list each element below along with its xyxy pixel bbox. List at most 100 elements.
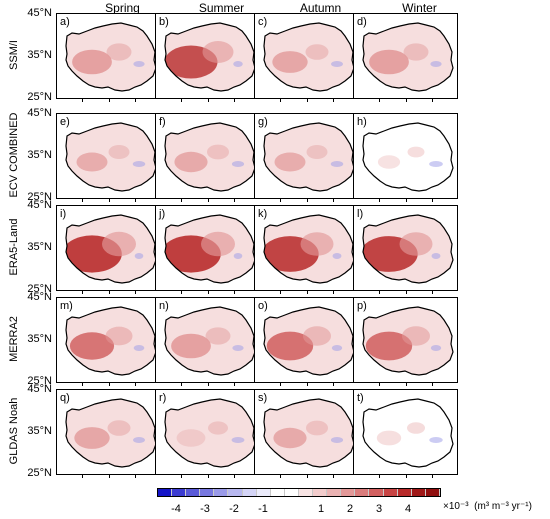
lat-label: 25°N bbox=[27, 467, 52, 479]
panel-label: i) bbox=[60, 208, 67, 220]
map-panel-merra2-summer: n) bbox=[155, 297, 260, 383]
axis-tick bbox=[108, 475, 110, 478]
panel-label: c) bbox=[258, 16, 268, 28]
plateau-map bbox=[263, 306, 355, 376]
plateau-outline bbox=[65, 398, 157, 468]
plateau-outline bbox=[65, 122, 157, 192]
colorbar-segment bbox=[298, 489, 314, 496]
map-panel-era5-land-winter: l) bbox=[353, 205, 458, 291]
panel-label: o) bbox=[258, 300, 268, 312]
axis-tick bbox=[134, 383, 136, 386]
colorbar-segment bbox=[242, 489, 257, 496]
panel-label: k) bbox=[258, 208, 268, 220]
colorbar-tick-label: -4 bbox=[171, 503, 181, 515]
map-panel-ssm-i-spring: a) bbox=[56, 13, 161, 99]
panel-label: h) bbox=[357, 116, 367, 128]
axis-tick bbox=[306, 475, 308, 478]
axis-tick bbox=[280, 383, 282, 386]
map-panel-gldas-noah-spring: q) bbox=[56, 389, 161, 475]
colorbar-tick-label: 2 bbox=[346, 503, 354, 515]
colorbar-segment bbox=[284, 489, 299, 496]
colorbar-segment bbox=[369, 489, 384, 496]
colorbar-segment bbox=[411, 489, 426, 496]
season-header-autumn: Autumn bbox=[299, 1, 342, 15]
colorbar-segment bbox=[313, 489, 328, 496]
axis-tick bbox=[82, 475, 84, 478]
axis-tick bbox=[108, 199, 110, 202]
map-panel-ssm-i-autumn: c) bbox=[254, 13, 359, 99]
map-panel-ecv-combined-winter: h) bbox=[353, 113, 458, 199]
axis-tick bbox=[306, 99, 308, 102]
plateau-map bbox=[263, 122, 355, 192]
colorbar-segment bbox=[397, 489, 412, 496]
axis-tick bbox=[207, 291, 209, 294]
axis-tick bbox=[181, 475, 183, 478]
axis-tick bbox=[332, 475, 334, 478]
plateau-map bbox=[263, 398, 355, 468]
colorbar bbox=[157, 488, 441, 497]
axis-tick bbox=[379, 99, 381, 102]
map-panel-gldas-noah-summer: r) bbox=[155, 389, 260, 475]
axis-tick bbox=[306, 383, 308, 386]
colorbar-segment bbox=[383, 489, 398, 496]
axis-tick bbox=[431, 99, 433, 102]
axis-tick bbox=[82, 199, 84, 202]
colorbar-tick-label: 3 bbox=[375, 503, 383, 515]
panel-label: q) bbox=[60, 392, 70, 404]
plateau-map bbox=[362, 122, 454, 192]
map-panel-merra2-autumn: o) bbox=[254, 297, 359, 383]
panel-label: m) bbox=[60, 300, 73, 312]
plateau-outline bbox=[263, 214, 355, 284]
colorbar-segment bbox=[327, 489, 342, 496]
axis-tick bbox=[134, 291, 136, 294]
axis-tick bbox=[207, 383, 209, 386]
axis-tick bbox=[405, 383, 407, 386]
axis-tick bbox=[379, 475, 381, 478]
colorbar-segment bbox=[270, 489, 285, 496]
map-panel-ecv-combined-spring: e) bbox=[56, 113, 161, 199]
axis-tick bbox=[181, 291, 183, 294]
plateau-map bbox=[164, 306, 256, 376]
plateau-map bbox=[164, 214, 256, 284]
colorbar-tick-label: -2 bbox=[229, 503, 239, 515]
plateau-outline bbox=[65, 306, 157, 376]
axis-tick bbox=[233, 475, 235, 478]
map-panel-ssm-i-summer: b) bbox=[155, 13, 260, 99]
colorbar-scale-label: ×10⁻³ (m³ m⁻³ yr⁻¹) bbox=[443, 501, 532, 512]
plateau-outline bbox=[263, 122, 355, 192]
map-panel-ssm-i-winter: d) bbox=[353, 13, 458, 99]
lat-label: 25°N bbox=[27, 191, 52, 203]
lat-label: 45°N bbox=[27, 107, 52, 119]
axis-tick bbox=[431, 383, 433, 386]
colorbar-segment bbox=[172, 489, 187, 496]
colorbar-tick-label: 4 bbox=[404, 503, 412, 515]
axis-tick bbox=[280, 291, 282, 294]
plateau-map bbox=[65, 306, 157, 376]
axis-tick bbox=[207, 475, 209, 478]
panel-label: l) bbox=[357, 208, 364, 220]
colorbar-segment bbox=[158, 489, 173, 496]
plateau-outline bbox=[65, 214, 157, 284]
plateau-outline bbox=[164, 122, 256, 192]
panel-label: a) bbox=[60, 16, 70, 28]
axis-tick bbox=[134, 475, 136, 478]
plateau-outline bbox=[362, 214, 454, 284]
colorbar-segment bbox=[214, 489, 229, 496]
colorbar-tick-label: -1 bbox=[258, 503, 268, 515]
axis-tick bbox=[306, 291, 308, 294]
lat-label: 45°N bbox=[27, 383, 52, 395]
plateau-outline bbox=[65, 22, 157, 92]
axis-tick bbox=[181, 383, 183, 386]
axis-tick bbox=[306, 199, 308, 202]
colorbar-segment bbox=[228, 489, 243, 496]
lat-label: 35°N bbox=[27, 425, 52, 437]
axis-tick bbox=[431, 475, 433, 478]
plateau-outline bbox=[263, 306, 355, 376]
axis-tick bbox=[207, 99, 209, 102]
lat-label: 45°N bbox=[27, 7, 52, 19]
plateau-outline bbox=[263, 22, 355, 92]
plateau-outline bbox=[362, 398, 454, 468]
panel-label: j) bbox=[159, 208, 166, 220]
plateau-map bbox=[263, 214, 355, 284]
panel-label: s) bbox=[258, 392, 268, 404]
